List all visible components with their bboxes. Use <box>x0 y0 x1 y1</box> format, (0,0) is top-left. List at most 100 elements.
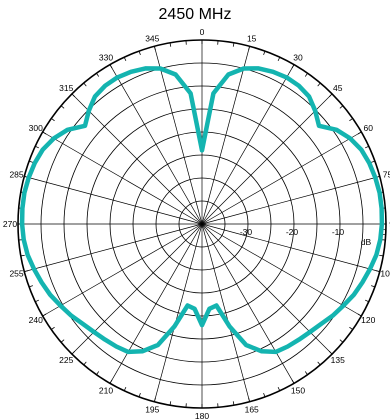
outer-tick <box>277 57 281 62</box>
angle-tick-label: 45 <box>333 83 343 93</box>
angle-tick-label: 195 <box>145 404 159 414</box>
spoke-line <box>154 223 203 402</box>
outer-tick <box>375 270 380 273</box>
angle-tick-label: 165 <box>245 404 259 414</box>
outer-tick <box>153 397 156 402</box>
angle-tick-label: 60 <box>364 123 374 133</box>
outer-tick <box>42 313 47 317</box>
spoke-line <box>201 223 380 272</box>
angle-tick-label: 345 <box>145 34 159 44</box>
outer-tick <box>153 46 156 51</box>
outer-tick <box>138 393 141 398</box>
outer-tick <box>291 379 295 384</box>
outer-tick <box>328 350 333 355</box>
spoke-line <box>24 223 203 272</box>
spoke-line <box>201 64 295 225</box>
angle-tick-label: 0 <box>200 27 205 37</box>
outer-tick <box>83 361 87 366</box>
outer-tick <box>304 371 308 375</box>
angle-tick-label: 330 <box>99 53 113 63</box>
outer-tick <box>304 73 308 77</box>
outer-tick <box>349 326 353 330</box>
angle-tick-label: 105 <box>380 269 390 279</box>
angle-tick-label: 15 <box>247 34 257 44</box>
outer-tick <box>51 326 55 330</box>
outer-tick <box>232 42 235 47</box>
radial-unit-label: dB <box>361 237 372 247</box>
outer-tick <box>123 57 127 62</box>
outer-tick <box>96 371 100 375</box>
radial-tick-label: 0 <box>382 227 387 237</box>
spoke-line <box>71 93 203 225</box>
angle-tick-labels: 0153045607590105120135150165180195210225… <box>3 27 390 419</box>
angle-tick-label: 240 <box>29 315 43 325</box>
outer-tick <box>277 386 281 391</box>
outer-tick <box>364 145 369 149</box>
spoke-line <box>42 131 203 225</box>
angle-tick-label: 255 <box>9 269 23 279</box>
outer-tick <box>123 386 127 391</box>
outer-tick <box>28 160 33 163</box>
angle-tick-label: 225 <box>59 355 73 365</box>
angle-tick-label: 315 <box>59 83 73 93</box>
outer-tick <box>169 42 172 47</box>
outer-tick <box>20 254 25 257</box>
angle-tick-label: 300 <box>29 123 43 133</box>
angle-tick-label: 30 <box>293 53 303 63</box>
outer-tick <box>24 270 29 273</box>
outer-tick <box>328 93 333 98</box>
angle-tick-label: 270 <box>3 219 17 229</box>
outer-tick <box>357 131 362 135</box>
outer-tick <box>248 397 251 402</box>
angle-tick-label: 120 <box>361 315 375 325</box>
outer-tick <box>232 401 235 406</box>
angle-tick-label: 180 <box>195 411 209 419</box>
outer-tick <box>96 73 100 77</box>
angle-tick-label: 75 <box>383 169 390 179</box>
outer-tick <box>83 82 87 87</box>
spoke-line <box>201 93 333 225</box>
angle-spokes <box>18 40 386 408</box>
spoke-line <box>71 223 203 355</box>
outer-tick <box>35 145 40 149</box>
outer-tick <box>317 82 321 87</box>
outer-tick <box>60 105 65 109</box>
outer-tick <box>51 118 55 122</box>
outer-tick <box>379 254 384 257</box>
chart-title: 2450 MHz <box>158 6 232 23</box>
spoke-line <box>42 223 203 317</box>
spoke-line <box>201 131 362 225</box>
outer-tick <box>364 299 369 303</box>
radial-tick-label: -10 <box>332 227 345 237</box>
outer-tick <box>138 50 141 55</box>
spoke-line <box>201 223 333 355</box>
angle-tick-label: 150 <box>291 385 305 395</box>
angle-tick-label: 285 <box>9 169 23 179</box>
outer-tick <box>371 160 376 163</box>
outer-tick <box>317 361 321 366</box>
gain-pattern-series <box>19 66 385 355</box>
radial-tick-labels: -30 -20 -10 0 dB <box>240 227 387 247</box>
spoke-line <box>109 64 203 225</box>
outer-tick <box>60 339 65 343</box>
outer-tick <box>28 285 33 288</box>
spoke-line <box>201 46 250 225</box>
outer-tick <box>339 339 344 343</box>
spoke-line <box>154 46 203 225</box>
angle-tick-label: 210 <box>99 385 113 395</box>
outer-tick <box>357 313 362 317</box>
radial-tick-label: -30 <box>240 227 253 237</box>
outer-tick <box>109 379 113 384</box>
spoke-line <box>201 223 362 317</box>
outer-tick <box>349 118 353 122</box>
outer-tick <box>371 285 376 288</box>
outer-tick <box>263 393 266 398</box>
outer-tick <box>169 401 172 406</box>
spoke-line <box>201 223 295 384</box>
outer-tick <box>339 105 344 109</box>
outer-tick <box>42 131 47 135</box>
spoke-line <box>201 176 380 225</box>
outer-tick <box>71 350 76 355</box>
spoke-line <box>24 176 203 225</box>
